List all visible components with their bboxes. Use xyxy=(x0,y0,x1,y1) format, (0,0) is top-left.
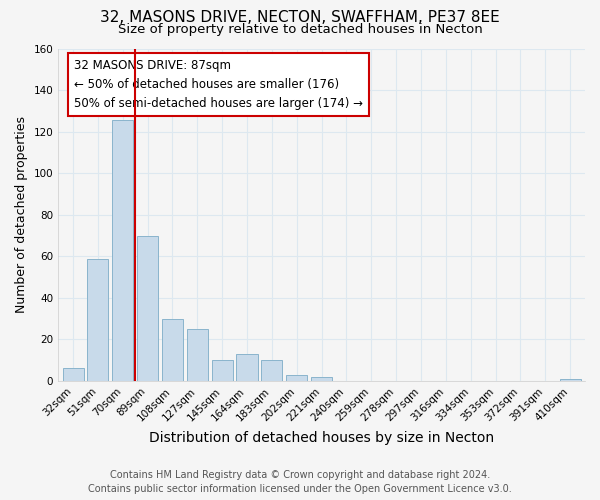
Bar xyxy=(187,329,208,381)
Bar xyxy=(137,236,158,381)
Bar xyxy=(560,379,581,381)
Bar xyxy=(262,360,283,381)
Bar xyxy=(236,354,257,381)
Y-axis label: Number of detached properties: Number of detached properties xyxy=(15,116,28,314)
Text: 32, MASONS DRIVE, NECTON, SWAFFHAM, PE37 8EE: 32, MASONS DRIVE, NECTON, SWAFFHAM, PE37… xyxy=(100,10,500,25)
Bar xyxy=(212,360,233,381)
Bar xyxy=(88,258,109,381)
Bar xyxy=(62,368,83,381)
Text: 32 MASONS DRIVE: 87sqm
← 50% of detached houses are smaller (176)
50% of semi-de: 32 MASONS DRIVE: 87sqm ← 50% of detached… xyxy=(74,59,363,110)
X-axis label: Distribution of detached houses by size in Necton: Distribution of detached houses by size … xyxy=(149,431,494,445)
Bar xyxy=(311,377,332,381)
Bar xyxy=(162,318,183,381)
Bar xyxy=(286,374,307,381)
Text: Contains HM Land Registry data © Crown copyright and database right 2024.
Contai: Contains HM Land Registry data © Crown c… xyxy=(88,470,512,494)
Text: Size of property relative to detached houses in Necton: Size of property relative to detached ho… xyxy=(118,22,482,36)
Bar xyxy=(112,120,133,381)
